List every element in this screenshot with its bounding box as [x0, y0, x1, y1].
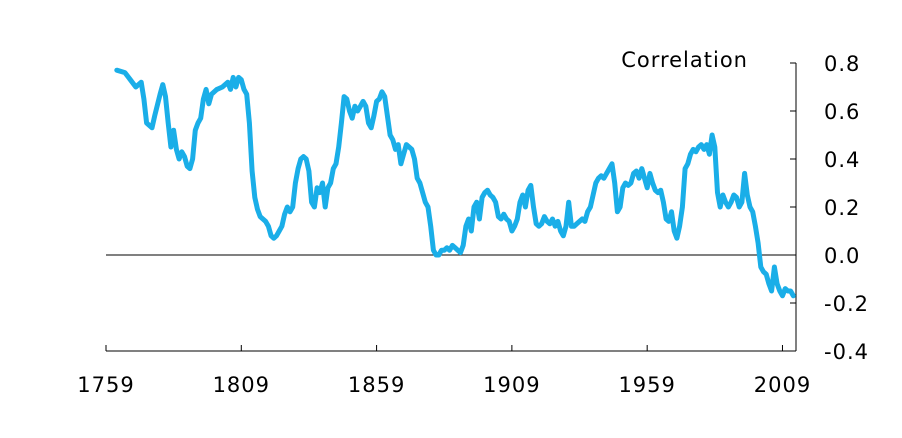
y-tick-label: -0.4	[824, 340, 869, 364]
x-tick-label: 1959	[618, 373, 675, 397]
y-tick-label: 0.2	[824, 196, 860, 220]
axes	[105, 62, 797, 352]
x-tick-label: 1809	[213, 373, 270, 397]
tick-labels: 0.8 0.6 0.4 0.2 0.0 -0.2 -0.4 1759 1809 1859 1909 1…	[77, 52, 869, 397]
y-tick-label: 0.4	[824, 148, 860, 172]
series-line-1	[114, 67, 796, 299]
y-tick-label: 0.6	[824, 100, 860, 124]
series-layer	[114, 67, 796, 299]
y-tick-label: 0.0	[824, 244, 860, 268]
x-tick-label: 2009	[754, 373, 811, 397]
x-tick-label: 1859	[348, 373, 405, 397]
x-tick-label: 1759	[77, 373, 134, 397]
y-axis-title: Correlation	[621, 48, 748, 72]
y-tick-label: -0.2	[824, 292, 869, 316]
x-tick-label: 1909	[483, 373, 540, 397]
y-tick-label: 0.8	[824, 52, 860, 76]
